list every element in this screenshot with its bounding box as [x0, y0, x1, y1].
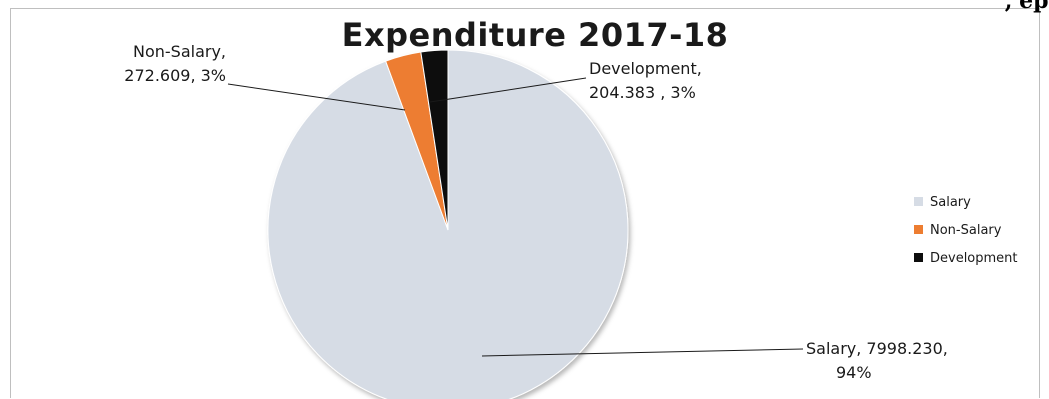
legend-label-non-salary: Non-Salary [930, 223, 1002, 238]
legend-swatch-development [914, 253, 923, 262]
data-label-development: Development, [589, 59, 702, 78]
top-right-text-fragment: ','ep [998, 0, 1049, 14]
chart-border [10, 8, 1040, 398]
data-label-non-salary: Non-Salary, [133, 42, 226, 61]
chart-title: Expenditure 2017-18 [341, 16, 729, 54]
pie [267, 49, 629, 399]
data-labels: Salary, 7998.230, 94% Non-Salary, 272.609, … [124, 42, 948, 382]
leader-line-non-salary [227, 83, 406, 111]
leader-line-development [429, 77, 587, 103]
leader-line-salary [481, 348, 804, 357]
legend-swatch-salary [914, 197, 923, 206]
legend-label-development: Development [930, 251, 1018, 266]
pie-slice-development [420, 49, 449, 231]
legend: Salary Non-Salary Development [914, 195, 1018, 266]
data-label-salary: 94% [836, 363, 872, 382]
data-label-salary: Salary, 7998.230, [806, 339, 948, 358]
pie-slice-salary [267, 49, 629, 399]
leader-lines [227, 77, 804, 357]
data-label-non-salary: 272.609, 3% [124, 66, 226, 85]
legend-swatch-non-salary [914, 225, 923, 234]
data-label-development: 204.383 , 3% [589, 83, 696, 102]
legend-label-salary: Salary [930, 195, 971, 210]
